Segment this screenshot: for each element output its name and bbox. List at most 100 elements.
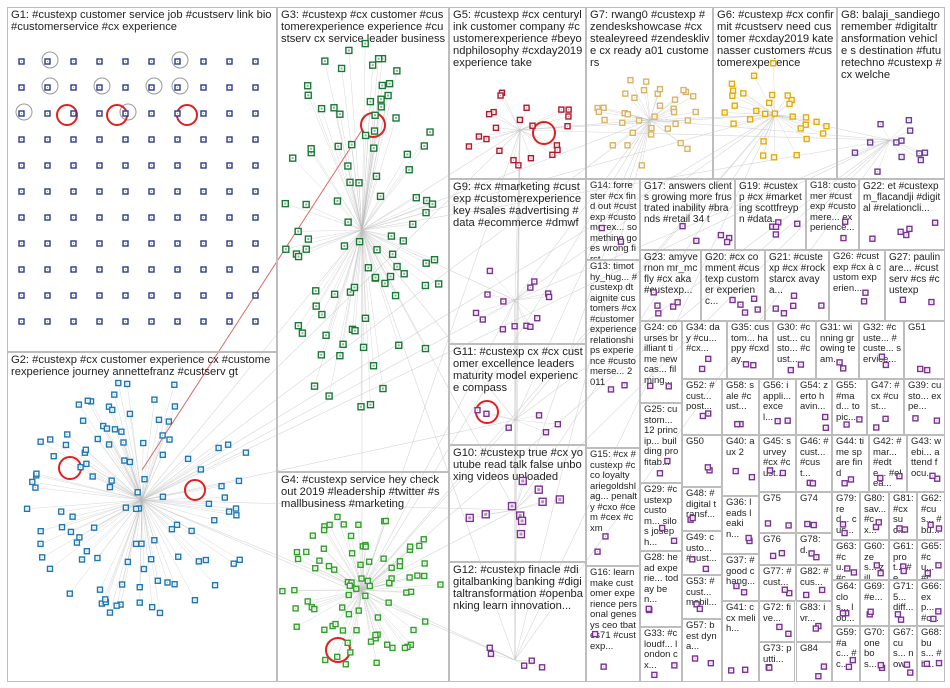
node-avatar [783,312,785,314]
edge [298,229,363,232]
node-avatar [73,139,74,140]
edge [72,499,143,517]
node-avatar [174,583,176,585]
node-avatar [355,588,357,590]
node-avatar [60,511,62,513]
node-avatar [739,304,741,306]
node-avatar [72,516,74,518]
node-avatar [548,296,550,298]
node-avatar [724,112,726,114]
node-avatar [297,255,300,258]
node-avatar [707,413,709,415]
node-avatar [686,148,688,150]
node-avatar [567,115,569,117]
node-avatar [109,612,111,614]
node-avatar [885,418,887,420]
node-avatar [880,664,882,666]
node-avatar [203,321,204,322]
node-avatar [389,275,392,278]
edge [349,182,363,231]
edge [324,526,363,591]
edge [489,270,516,301]
node-avatar [325,334,328,337]
node-avatar [638,119,640,121]
node-avatar [877,171,879,173]
edge [86,499,143,552]
edge [108,406,143,501]
edge [519,129,553,155]
node-avatar [99,113,100,114]
node-avatar [433,258,436,261]
node-avatar [701,368,703,370]
edge [328,229,363,397]
node-avatar [47,269,48,270]
node-avatar [537,488,541,492]
node-avatar [125,139,126,140]
node-avatar [99,165,100,166]
node-avatar [825,125,827,127]
node-avatar [502,300,504,302]
edge [514,129,521,661]
node-avatar [908,119,910,121]
edge [116,499,143,606]
edge [519,107,527,131]
node-avatar [125,87,126,88]
edge [311,589,363,608]
node-avatar [305,203,308,206]
node-avatar [291,157,294,160]
node-avatar [730,669,732,671]
node-avatar [375,248,378,251]
node-avatar [732,299,734,301]
edge [323,529,363,591]
node-avatar [755,110,757,112]
node-avatar [745,363,747,365]
node-avatar [519,532,523,536]
node-avatar [649,385,651,387]
edge [118,382,143,501]
node-avatar [598,111,600,113]
node-avatar [307,94,310,97]
edge [519,116,569,131]
node-avatar [547,293,549,295]
edge [81,499,143,560]
node-avatar [820,305,822,307]
node-avatar [123,460,125,462]
node-avatar [348,594,350,596]
edge [468,129,521,147]
node-avatar [139,586,141,588]
node-avatar [863,300,865,302]
edge [36,473,143,501]
node-avatar [47,87,48,88]
node-avatar [749,118,751,120]
node-avatar [328,395,331,398]
node-avatar [800,364,802,366]
node-avatar [388,582,390,584]
node-avatar [173,384,175,386]
node-avatar [343,244,346,247]
node-avatar [383,282,386,285]
node-avatar [255,217,256,218]
edge [141,497,225,501]
node-avatar [560,109,562,111]
edge [627,119,651,146]
node-avatar [108,443,110,445]
node-avatar [284,248,287,251]
node-avatar [825,427,827,429]
edge [514,139,891,301]
edge [27,499,143,510]
node-avatar [900,231,902,233]
edge [141,139,891,501]
node-avatar [312,535,314,537]
edge [141,419,160,501]
node-avatar [281,590,283,592]
node-avatar [177,87,178,88]
edge [774,114,797,156]
node-avatar [221,485,223,487]
node-avatar [73,87,74,88]
node-avatar [906,664,908,666]
node-avatar [104,598,106,600]
node-avatar [601,227,603,229]
node-avatar [853,571,855,573]
node-avatar [781,552,783,554]
edge [514,119,651,301]
